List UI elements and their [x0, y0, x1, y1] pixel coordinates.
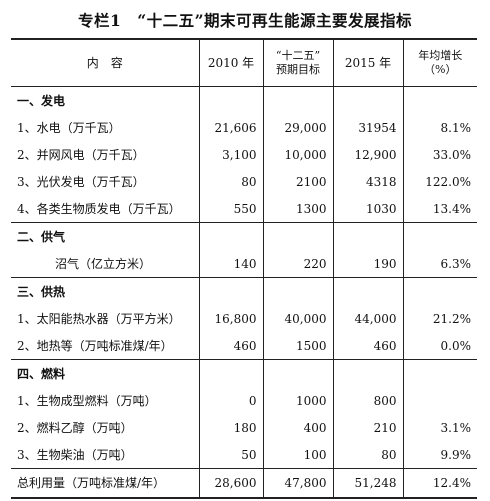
row-label: 3、生物柴油（万吨）: [17, 447, 133, 462]
table-row: 2、并网风电（万千瓦） 3,100 10,000 12,900 33.0%: [11, 141, 477, 168]
cell-growth: 122.0%: [402, 168, 477, 195]
cell-2010: 180: [198, 414, 263, 441]
header-growth: 年均增长 （%）: [402, 38, 477, 87]
cell-growth: 21.2%: [402, 305, 477, 332]
table-row: 1、水电（万千瓦） 21,606 29,000 31954 8.1%: [11, 114, 477, 141]
table-row: 2、燃料乙醇（万吨） 180 400 210 3.1%: [11, 414, 477, 441]
page-title: 专栏1 “十二五”期末可再生能源主要发展指标: [77, 11, 413, 30]
row-label: 4、各类生物质发电（万千瓦）: [11, 195, 199, 223]
cell-2015: 31954: [332, 114, 403, 141]
header-target-line1: “十二五”: [275, 49, 321, 62]
cell-2010: 21,606: [198, 114, 263, 141]
section-heading-row: 一、发电: [11, 86, 477, 114]
table-header-row: 内 容 2010 年 “十二五” 预期目标 2015 年 年均增长 （%）: [11, 38, 477, 87]
table-row: 4、各类生物质发电（万千瓦） 550 1300 1030 13.4%: [11, 195, 477, 223]
header-2015: 2015 年: [332, 38, 403, 87]
section-heading-row: 四、燃料: [11, 359, 477, 387]
table-row: 1、生物成型燃料（万吨） 0 1000 800: [11, 387, 477, 414]
header-2010: 2010 年: [198, 38, 263, 87]
section-heading: 二、供气: [17, 229, 66, 244]
row-label: 2、地热等（万吨标准煤/年）: [11, 332, 199, 360]
total-label: 总利用量（万吨标准煤/年）: [11, 468, 199, 499]
cell-2015: 80: [332, 441, 403, 469]
row-label: 1、水电（万千瓦）: [17, 120, 121, 135]
section-heading-row: 二、供气: [11, 222, 477, 250]
cell-target: 1000: [262, 387, 333, 414]
total-2015: 51,248: [332, 468, 403, 499]
section-heading: 三、供热: [17, 284, 66, 299]
cell-growth: 0.0%: [402, 332, 477, 360]
cell-2010: 460: [198, 332, 263, 360]
header-target: “十二五” 预期目标: [262, 38, 333, 87]
cell-growth: 33.0%: [402, 141, 477, 168]
table-row: 2、地热等（万吨标准煤/年） 460 1500 460 0.0%: [11, 332, 477, 360]
cell-target: 2100: [262, 168, 333, 195]
table-row: 3、光伏发电（万千瓦） 80 2100 4318 122.0%: [11, 168, 477, 195]
cell-target: 220: [262, 250, 333, 278]
cell-target: 10,000: [262, 141, 333, 168]
cell-growth: 8.1%: [402, 114, 477, 141]
section-heading: 一、发电: [17, 93, 66, 108]
cell-target: 100: [262, 441, 333, 469]
cell-growth: 6.3%: [402, 250, 477, 278]
cell-target: 29,000: [262, 114, 333, 141]
cell-2010: 80: [198, 168, 263, 195]
table-row: 1、太阳能热水器（万平方米） 16,800 40,000 44,000 21.2…: [11, 305, 477, 332]
row-label: 2、燃料乙醇（万吨）: [17, 420, 133, 435]
header-target-line2: 预期目标: [276, 63, 320, 76]
cell-2015: 4318: [332, 168, 403, 195]
cell-2015: 12,900: [332, 141, 403, 168]
header-growth-line1: 年均增长: [418, 49, 463, 62]
row-label: 1、太阳能热水器（万平方米）: [17, 311, 181, 326]
cell-growth: 13.4%: [402, 195, 477, 223]
header-item: 内 容: [11, 38, 199, 87]
cell-target: 1300: [262, 195, 333, 223]
cell-2010: 0: [198, 387, 263, 414]
cell-growth: [402, 387, 477, 414]
section-heading: 四、燃料: [17, 366, 66, 381]
indicator-table: 内 容 2010 年 “十二五” 预期目标 2015 年 年均增长 （%） 一、…: [11, 38, 477, 499]
cell-growth: 3.1%: [402, 414, 477, 441]
row-label: 3、光伏发电（万千瓦）: [17, 174, 145, 189]
total-target: 47,800: [262, 468, 333, 499]
cell-2015: 800: [332, 387, 403, 414]
row-label: 沼气（亿立方米）: [11, 250, 199, 278]
total-row: 总利用量（万吨标准煤/年） 28,600 47,800 51,248 12.4%: [11, 468, 477, 499]
total-2010: 28,600: [198, 468, 263, 499]
cell-target: 400: [262, 414, 333, 441]
cell-2015: 190: [332, 250, 403, 278]
cell-2015: 210: [332, 414, 403, 441]
total-growth: 12.4%: [402, 468, 477, 499]
section-heading-row: 三、供热: [11, 277, 477, 305]
cell-target: 40,000: [262, 305, 333, 332]
table-row: 沼气（亿立方米） 140 220 190 6.3%: [11, 250, 477, 278]
header-growth-line2: （%）: [424, 63, 457, 76]
cell-2010: 3,100: [198, 141, 263, 168]
cell-2010: 16,800: [198, 305, 263, 332]
row-label: 1、生物成型燃料（万吨）: [17, 393, 157, 408]
cell-growth: 9.9%: [402, 441, 477, 469]
cell-2015: 44,000: [332, 305, 403, 332]
table-row: 3、生物柴油（万吨） 50 100 80 9.9%: [11, 441, 477, 469]
row-label: 2、并网风电（万千瓦）: [17, 147, 145, 162]
cell-target: 1500: [262, 332, 333, 360]
cell-2010: 140: [198, 250, 263, 278]
cell-2010: 50: [198, 441, 263, 469]
cell-2015: 1030: [332, 195, 403, 223]
cell-2015: 460: [332, 332, 403, 360]
cell-2010: 550: [198, 195, 263, 223]
